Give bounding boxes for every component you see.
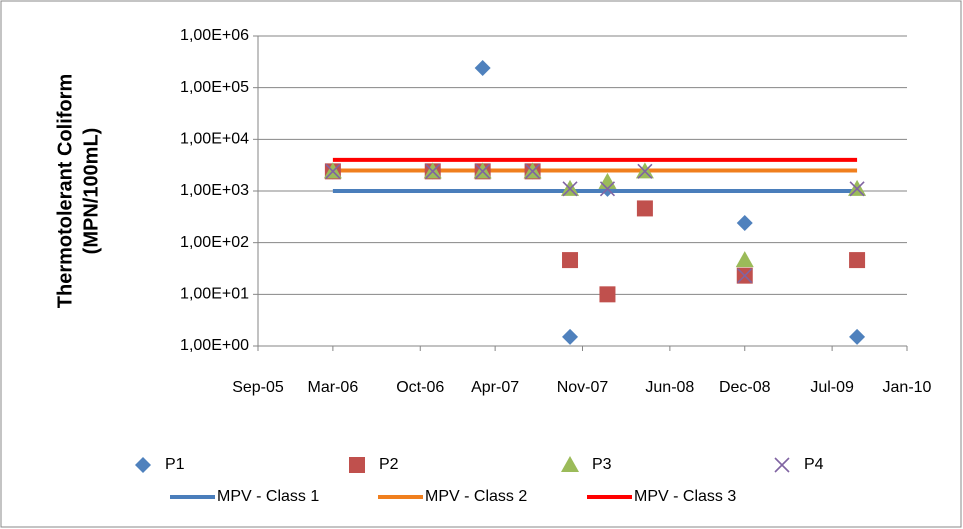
y-label-line: (MPN/100mL) [80, 128, 102, 255]
y-tick-label: 1,00E+01 [180, 286, 249, 303]
marker-square [599, 286, 616, 303]
legend-label: MPV - Class 1 [217, 488, 319, 505]
marker-cross [737, 268, 753, 284]
marker-diamond [562, 328, 579, 345]
x-tick-label: Jun-08 [645, 379, 694, 396]
marker-diamond [736, 215, 753, 232]
y-tick-label: 1,00E+06 [180, 27, 249, 44]
legend-label: P1 [165, 456, 185, 473]
legend-label: MPV - Class 2 [425, 488, 527, 505]
marker-cross [325, 163, 341, 179]
marker-cross [562, 181, 578, 197]
marker-cross [525, 163, 541, 179]
x-tick-label: Oct-06 [396, 379, 444, 396]
x-tick-label: Jul-09 [810, 379, 854, 396]
marker-cross [849, 181, 865, 197]
legend-label: P4 [804, 456, 824, 473]
legend-label: MPV - Class 3 [634, 488, 736, 505]
x-tick-label: Mar-06 [308, 379, 359, 396]
x-tick-label: Jan-10 [883, 379, 932, 396]
marker-cross [599, 181, 616, 197]
marker-cross [425, 163, 441, 179]
legend-marker [774, 457, 790, 473]
marker-square [636, 200, 653, 217]
x-tick-label: Nov-07 [557, 379, 609, 396]
marker-square [562, 252, 579, 269]
legend-marker [135, 457, 151, 473]
y-tick-label: 1,00E+05 [180, 79, 249, 96]
y-label-line: Thermotolerant Coliform [54, 74, 76, 308]
marker-diamond [474, 60, 491, 77]
legend-label: P2 [379, 456, 399, 473]
y-tick-label: 1,00E+04 [180, 131, 249, 148]
marker-diamond [849, 328, 866, 345]
y-axis-label: Thermotolerant Coliform (MPN/100mL) [54, 74, 102, 308]
marker-triangle [735, 251, 754, 268]
marker-square [849, 252, 866, 269]
x-tick-label: Sep-05 [232, 379, 284, 396]
marker-cross [637, 163, 653, 179]
legend-marker [349, 457, 365, 473]
y-tick-label: 1,00E+03 [180, 182, 249, 199]
marker-cross [475, 163, 491, 179]
y-tick-label: 1,00E+00 [180, 337, 249, 354]
legend-label: P3 [592, 456, 612, 473]
y-tick-label: 1,00E+02 [180, 234, 249, 251]
legend-marker [561, 456, 579, 472]
x-tick-label: Apr-07 [471, 379, 519, 396]
x-tick-label: Dec-08 [719, 379, 771, 396]
